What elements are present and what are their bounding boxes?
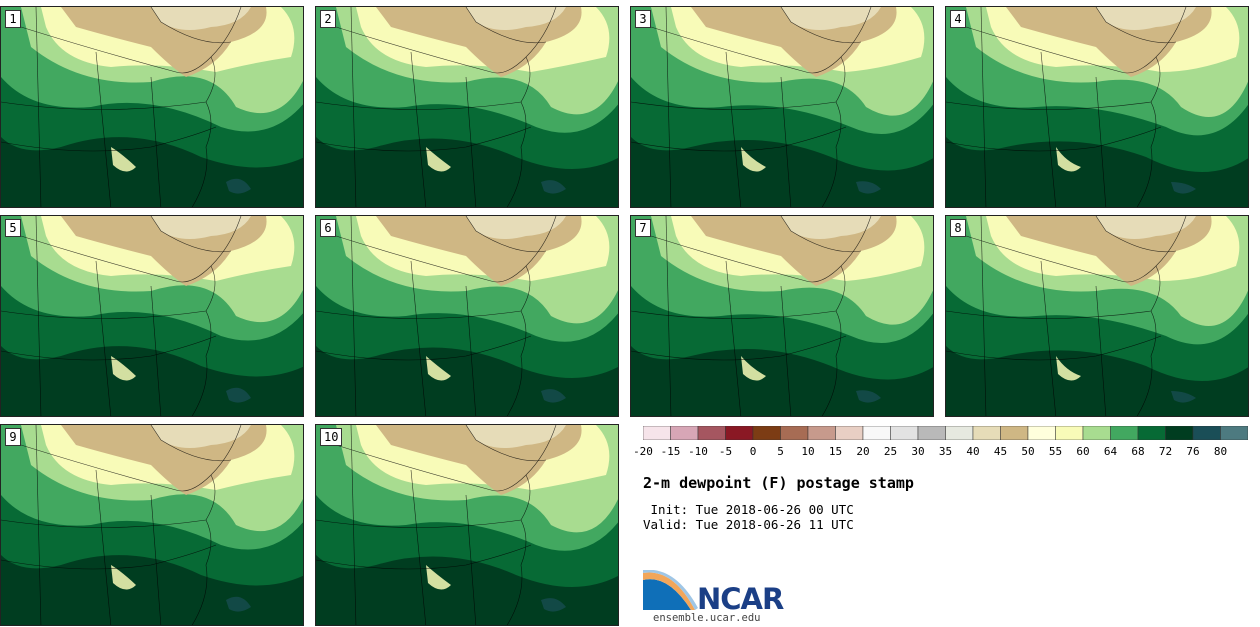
dewpoint-map: [946, 7, 1248, 207]
colorbar-tick-label: 15: [828, 445, 843, 458]
panel-number-label: 8: [950, 219, 966, 237]
colorbar-segment: [917, 426, 946, 440]
panel-number-label: 7: [635, 219, 651, 237]
colorbar-tick-label: 76: [1186, 445, 1200, 458]
colorbar-segment: [1220, 426, 1248, 440]
colorbar-tick-label: 35: [938, 445, 953, 458]
colorbar-ticks: -20 -15 -10 -5 0 5 10 15 20 25 30 35 40 45 50 55 60 64 68 7…: [633, 440, 1248, 458]
colorbar-tick-label: 80: [1213, 445, 1228, 458]
colorbar-segment: [835, 426, 864, 440]
init-time: Init: Tue 2018-06-26 00 UTC: [643, 502, 854, 517]
panel-number-label: 6: [320, 219, 336, 237]
colorbar-segment: [1192, 426, 1221, 440]
colorbar-tick-label: -20: [633, 445, 653, 458]
colorbar-segment: [972, 426, 1001, 440]
colorbar-tick-label: -15: [660, 445, 681, 458]
colorbar-tick-label: 40: [966, 445, 980, 458]
stamp-panel: 3: [630, 6, 934, 208]
colorbar-tick-label: -5: [718, 445, 733, 458]
valid-time: Valid: Tue 2018-06-26 11 UTC: [643, 517, 854, 532]
colorbar-tick-label: 10: [801, 445, 815, 458]
ensemble-url: ensemble.ucar.edu: [653, 612, 761, 624]
panel-number-label: 10: [320, 428, 343, 446]
colorbar: [643, 426, 1248, 440]
colorbar-tick-label: 68: [1131, 445, 1145, 458]
colorbar-segment: [1082, 426, 1111, 440]
stamp-panel: 8: [945, 215, 1249, 417]
colorbar-tick-label: 25: [883, 445, 898, 458]
colorbar-segment: [1000, 426, 1029, 440]
panel-number-label: 3: [635, 10, 651, 28]
dewpoint-map: [316, 216, 618, 416]
dewpoint-map: [631, 216, 933, 416]
colorbar-segment: [752, 426, 781, 440]
colorbar-segment: [780, 426, 809, 440]
colorbar-segment: [1055, 426, 1084, 440]
stamp-panel: 7: [630, 215, 934, 417]
stamp-panel: 9: [0, 424, 304, 626]
colorbar-segment: [725, 426, 754, 440]
colorbar-segment: [670, 426, 699, 440]
dewpoint-map: [316, 425, 618, 625]
colorbar-segment: [945, 426, 974, 440]
colorbar-tick-label: 55: [1048, 445, 1063, 458]
stamp-panel: 10: [315, 424, 619, 626]
colorbar-segment: [807, 426, 836, 440]
colorbar-tick-label: -10: [688, 445, 708, 458]
colorbar-tick-label: 5: [777, 445, 784, 458]
colorbar-segment: [1027, 426, 1056, 440]
panel-number-label: 4: [950, 10, 966, 28]
colorbar-tick-label: 45: [993, 445, 1008, 458]
colorbar-segment: [862, 426, 891, 440]
panel-number-label: 5: [5, 219, 21, 237]
stamp-panel: 5: [0, 215, 304, 417]
map-title: 2-m dewpoint (F) postage stamp: [643, 474, 914, 492]
panel-number-label: 9: [5, 428, 21, 446]
ncar-logo-text: NCAR: [697, 582, 784, 616]
colorbar-tick-label: 30: [911, 445, 925, 458]
dewpoint-map: [946, 216, 1248, 416]
colorbar-segment: [1137, 426, 1166, 440]
colorbar-tick-label: 0: [749, 445, 757, 458]
colorbar-segment: [1110, 426, 1139, 440]
colorbar-tick-label: 60: [1076, 445, 1090, 458]
colorbar-tick-label: 64: [1103, 445, 1118, 458]
colorbar-tick-label: 20: [856, 445, 870, 458]
colorbar-segment: [697, 426, 726, 440]
stamp-panel: 6: [315, 215, 619, 417]
dewpoint-map: [631, 7, 933, 207]
stamp-panel: 2: [315, 6, 619, 208]
dewpoint-map: [1, 216, 303, 416]
dewpoint-map: [1, 7, 303, 207]
colorbar-tick-label: 50: [1021, 445, 1035, 458]
panel-number-label: 1: [5, 10, 21, 28]
panel-number-label: 2: [320, 10, 336, 28]
stamp-panel: 4: [945, 6, 1249, 208]
ncar-logo-icon: [643, 570, 698, 610]
colorbar-segment: [890, 426, 919, 440]
colorbar-segment: [643, 426, 671, 440]
dewpoint-map: [316, 7, 618, 207]
colorbar-tick-label: 72: [1158, 445, 1173, 458]
dewpoint-map: [1, 425, 303, 625]
stamp-panel: 1: [0, 6, 304, 208]
colorbar-segment: [1165, 426, 1194, 440]
